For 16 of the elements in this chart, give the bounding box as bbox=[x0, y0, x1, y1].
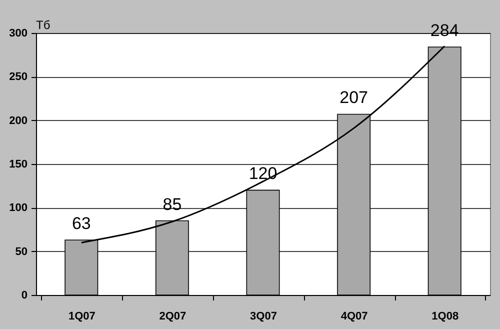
y-tick-label: 250 bbox=[9, 71, 28, 84]
data-label: 120 bbox=[248, 164, 278, 184]
x-tick-label: 1Q07 bbox=[68, 310, 96, 322]
y-tick-label: 200 bbox=[9, 114, 28, 127]
data-label: 63 bbox=[72, 214, 91, 233]
data-label: 207 bbox=[340, 88, 368, 108]
y-axis-title: Тб bbox=[36, 18, 50, 32]
y-tick-label: 100 bbox=[9, 202, 28, 214]
x-tick-label: 2Q07 bbox=[159, 310, 186, 322]
x-tick-label: 4Q07 bbox=[340, 310, 368, 322]
y-tick-label: 50 bbox=[15, 246, 28, 258]
y-tick-label: 150 bbox=[9, 158, 28, 170]
x-tick-label: 3Q07 bbox=[250, 310, 277, 322]
x-tick-label: 1Q08 bbox=[432, 310, 459, 322]
y-tick-label: 0 bbox=[21, 290, 28, 302]
y-tick-label: 300 bbox=[9, 28, 28, 40]
